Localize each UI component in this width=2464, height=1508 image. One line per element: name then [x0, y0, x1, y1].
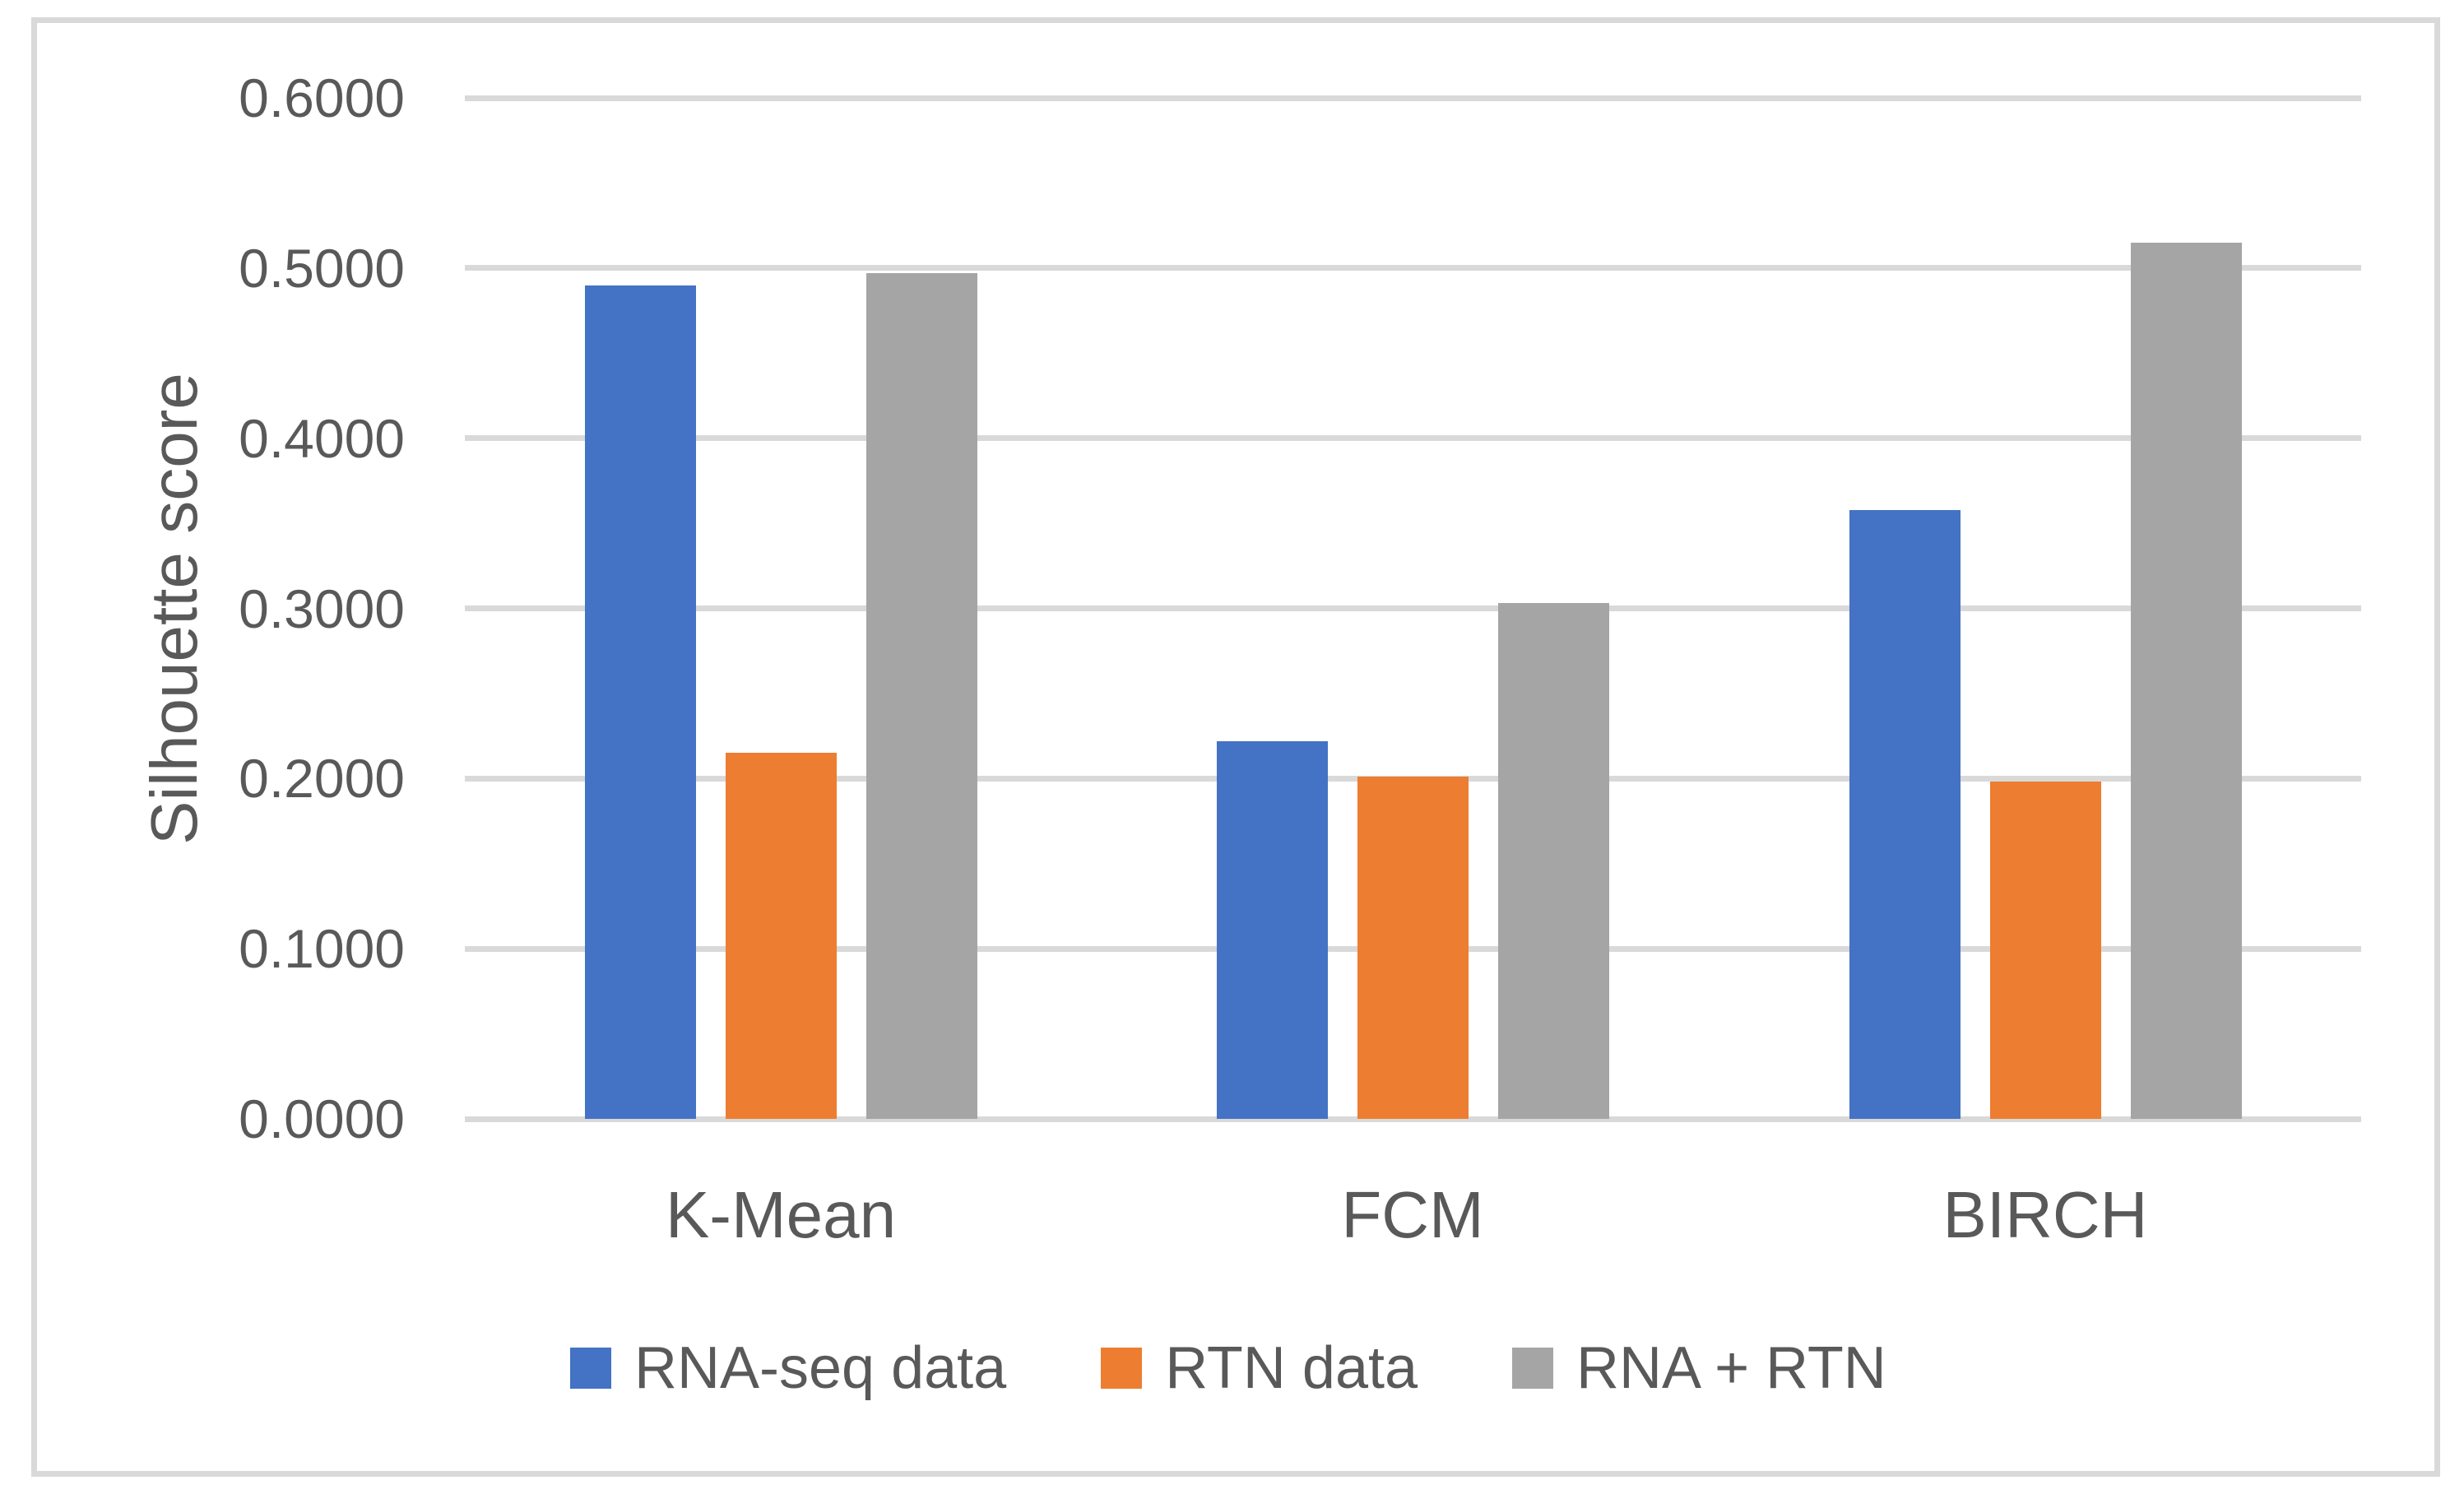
- y-axis-tick-label: 0.1000: [239, 918, 405, 980]
- legend-swatch-icon: [1101, 1348, 1143, 1389]
- bar-BIRCH-RTN data: [1989, 782, 2101, 1119]
- legend-swatch-icon: [1512, 1348, 1554, 1389]
- bar-BIRCH-RNA-seq data: [1849, 509, 1961, 1119]
- legend-label: RNA-seq data: [634, 1335, 1007, 1401]
- bar-FCM-RNA-seq data: [1216, 740, 1328, 1119]
- y-axis-tick-label: 0.0000: [239, 1088, 405, 1149]
- legend-label: RNA + RTN: [1576, 1335, 1886, 1401]
- gridline-0.3000: [465, 606, 2361, 611]
- legend-label: RTN data: [1165, 1335, 1418, 1401]
- legend-item-RTN data: RTN data: [1101, 1334, 1418, 1402]
- bar-K-Mean-RNA-seq data: [584, 285, 696, 1119]
- plot-area: [465, 95, 2361, 1122]
- x-axis-label-K-Mean: K-Mean: [665, 1178, 897, 1251]
- x-axis-label-BIRCH: BIRCH: [1942, 1178, 2148, 1251]
- gridline-0.6000: [465, 95, 2361, 101]
- bar-FCM-RNA + RTN: [1497, 603, 1609, 1119]
- y-axis-tick-label: 0.5000: [239, 237, 405, 299]
- bar-group-K-Mean: [584, 98, 977, 1119]
- y-axis-tick-label: 0.4000: [239, 407, 405, 469]
- gridline-0.4000: [465, 435, 2361, 442]
- legend-swatch-icon: [570, 1348, 611, 1389]
- bar-group-FCM: [1216, 98, 1609, 1119]
- chart-border: [31, 17, 2440, 1477]
- bar-K-Mean-RTN data: [725, 753, 837, 1119]
- x-axis-label-FCM: FCM: [1341, 1178, 1484, 1251]
- y-axis-tick-label: 0.2000: [239, 748, 405, 810]
- bar-BIRCH-RNA + RTN: [2130, 242, 2242, 1119]
- bar-group-BIRCH: [1849, 98, 2242, 1119]
- gridline-0.5000: [465, 265, 2361, 271]
- legend-item-RNA-seq data: RNA-seq data: [570, 1334, 1006, 1402]
- bar-FCM-RTN data: [1357, 777, 1469, 1119]
- y-axis-tick-label: 0.3000: [239, 578, 405, 639]
- legend: RNA-seq data RTN data RNA + RTN: [570, 1334, 1886, 1402]
- y-axis-tick-label: 0.6000: [239, 67, 405, 128]
- gridline-0.0000: [465, 1116, 2361, 1122]
- legend-item-RNA + RTN: RNA + RTN: [1512, 1334, 1886, 1402]
- bar-K-Mean-RNA + RTN: [865, 273, 977, 1119]
